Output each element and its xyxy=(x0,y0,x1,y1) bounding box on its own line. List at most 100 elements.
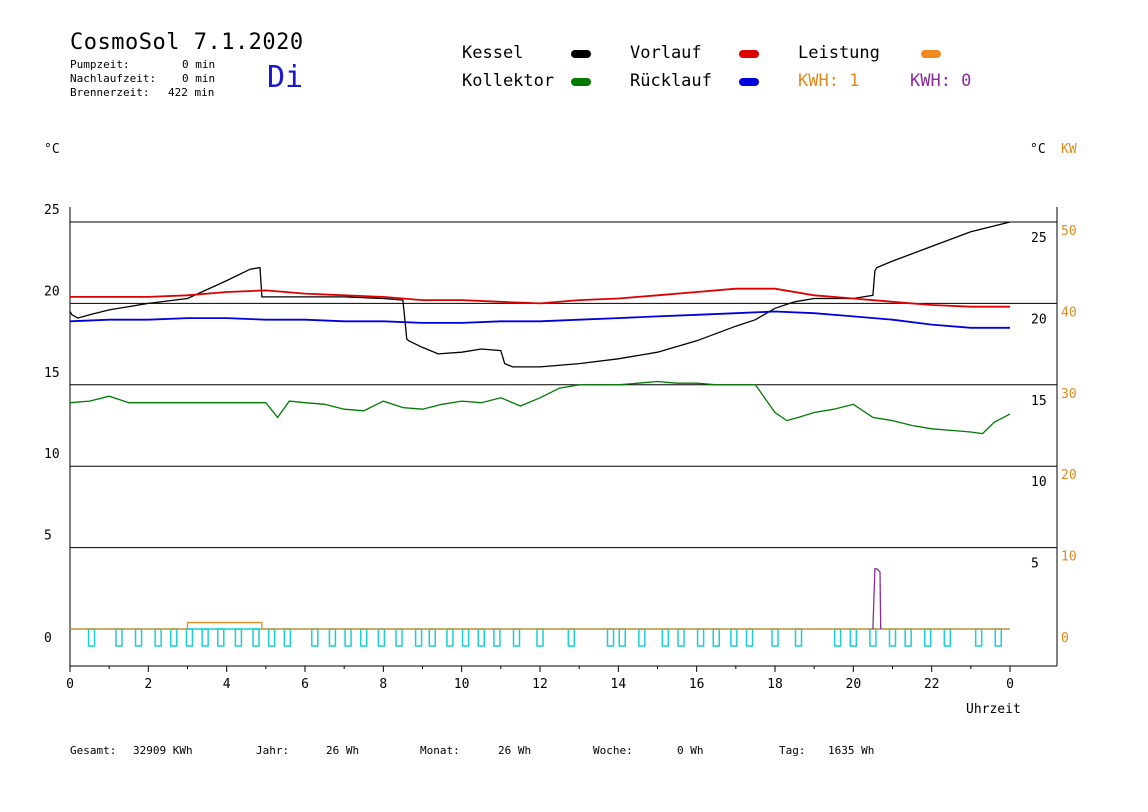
y-tick-label-right-kw: 10 xyxy=(1061,550,1077,565)
pump-pulse xyxy=(217,628,225,647)
pump-pulse xyxy=(185,628,194,647)
info-brennerzeit-label: Brennerzeit: xyxy=(70,86,150,99)
series-line-kollektor xyxy=(69,380,1011,435)
pump-pulse xyxy=(677,628,685,647)
legend-kwh0: KWH: 0 xyxy=(910,71,972,91)
pump-pulse xyxy=(428,628,437,647)
footer-jahr-label: Jahr: xyxy=(256,744,290,757)
pump-pulse xyxy=(267,628,276,647)
pump-pulse xyxy=(360,628,368,647)
legend-kwh1: KWH: 1 xyxy=(798,71,860,91)
footer-gesamt-value: 32909 KWh xyxy=(133,744,193,757)
legend-kollektor-swatch xyxy=(571,78,591,86)
pump-pulse xyxy=(536,628,544,647)
pump-pulse xyxy=(904,628,912,647)
y-tick-label-left: 25 xyxy=(44,203,60,218)
pump-pulse xyxy=(618,628,626,647)
x-tick-label: 20 xyxy=(846,677,862,692)
pump-pulse xyxy=(311,628,319,647)
pump-pulse xyxy=(745,628,754,647)
x-tick-label: 2 xyxy=(144,677,152,692)
pump-pulse xyxy=(377,628,386,647)
y-tick-label-right-kw: 30 xyxy=(1061,387,1077,402)
series-line-kessel xyxy=(69,221,1011,368)
pump-pulse xyxy=(493,628,501,647)
y-tick-label-right-kw: 0 xyxy=(1061,631,1069,646)
pump-pulse xyxy=(994,628,1002,647)
y-tick-label-right-c: 15 xyxy=(1031,394,1047,409)
info-pumpzeit-value: 0 min xyxy=(182,58,216,71)
x-tick-label: 0 xyxy=(1006,677,1014,692)
pump-pulse xyxy=(234,628,243,647)
pump-pulse xyxy=(849,628,858,647)
footer-woche-label: Woche: xyxy=(593,744,633,757)
footer-woche-value: 0 Wh xyxy=(677,744,704,757)
pump-pulse xyxy=(794,628,803,647)
y-tick-label-right-c: 25 xyxy=(1031,231,1047,246)
y-tick-label-left: 0 xyxy=(44,631,52,646)
y-tick-label-left: 15 xyxy=(44,366,60,381)
y-tick-label-right-kw: 50 xyxy=(1061,224,1077,239)
x-tick-label: 16 xyxy=(689,677,705,692)
pump-pulse xyxy=(696,628,705,647)
x-tick-label: 4 xyxy=(223,677,231,692)
footer-monat-value: 26 Wh xyxy=(498,744,532,757)
pump-pulse xyxy=(661,628,670,647)
x-tick-label: 6 xyxy=(301,677,309,692)
pump-pulse xyxy=(567,628,576,647)
y-tick-label-left: 10 xyxy=(44,447,60,462)
footer-tag-value: 1635 Wh xyxy=(828,744,875,757)
x-tick-label: 18 xyxy=(767,677,783,692)
pump-pulse xyxy=(606,628,615,647)
pump-pulse xyxy=(638,628,646,647)
pump-pulse xyxy=(477,628,485,647)
pump-pulse xyxy=(943,628,952,647)
pump-pulse xyxy=(888,628,897,647)
legend-kessel-swatch xyxy=(571,50,591,58)
info-brennerzeit-value: 422 min xyxy=(168,86,215,99)
pump-pulse xyxy=(869,628,877,647)
legend-vorlauf-label: Vorlauf xyxy=(630,43,702,63)
pump-pulse xyxy=(461,628,470,647)
pump-pulse xyxy=(154,628,162,647)
weekday-label: Di xyxy=(267,60,304,95)
pump-pulse xyxy=(833,628,842,647)
info-nachlaufzeit-label: Nachlaufzeit: xyxy=(70,72,157,85)
y-tick-label-right-kw: 20 xyxy=(1061,468,1077,483)
right-axis-unit-kw: KW xyxy=(1061,142,1077,157)
series-line-kwh-0 xyxy=(872,568,882,630)
pump-pulse xyxy=(414,628,423,647)
footer-jahr-value: 26 Wh xyxy=(326,744,360,757)
pump-pulse xyxy=(328,628,337,647)
pump-pulse xyxy=(771,628,779,647)
x-tick-label: 10 xyxy=(454,677,470,692)
pump-pulse xyxy=(252,628,260,647)
info-pumpzeit-label: Pumpzeit: xyxy=(70,58,130,71)
y-tick-label-right-c: 10 xyxy=(1031,475,1047,490)
y-tick-label-left: 5 xyxy=(44,529,52,544)
footer-monat-label: Monat: xyxy=(420,744,460,757)
right-axis-unit-c: °C xyxy=(1030,142,1046,157)
legend-kessel-label: Kessel xyxy=(462,43,524,63)
pump-pulse xyxy=(115,628,123,647)
y-tick-label-right-c: 20 xyxy=(1031,312,1047,327)
info-nachlaufzeit-value: 0 min xyxy=(182,72,216,85)
pump-pulse xyxy=(512,628,521,647)
legend-kollektor-label: Kollektor xyxy=(462,71,555,91)
x-tick-label: 0 xyxy=(66,677,74,692)
series-line-vorlauf xyxy=(70,287,1010,308)
pump-pulse xyxy=(712,628,720,647)
y-tick-label-left: 20 xyxy=(44,284,60,299)
y-tick-label-right-c: 5 xyxy=(1031,557,1039,572)
left-axis-unit: °C xyxy=(44,142,60,157)
pump-pulse xyxy=(87,628,96,647)
pump-pulse xyxy=(974,628,983,647)
legend-ruecklauf-label: Rücklauf xyxy=(630,71,712,91)
footer-gesamt-label: Gesamt: xyxy=(70,744,117,757)
pump-pulse xyxy=(446,628,454,647)
pump-pulse xyxy=(134,628,143,647)
series-line-leistung xyxy=(70,621,1010,630)
pump-pulse xyxy=(730,628,738,647)
series-line-r-cklauf xyxy=(69,310,1010,329)
